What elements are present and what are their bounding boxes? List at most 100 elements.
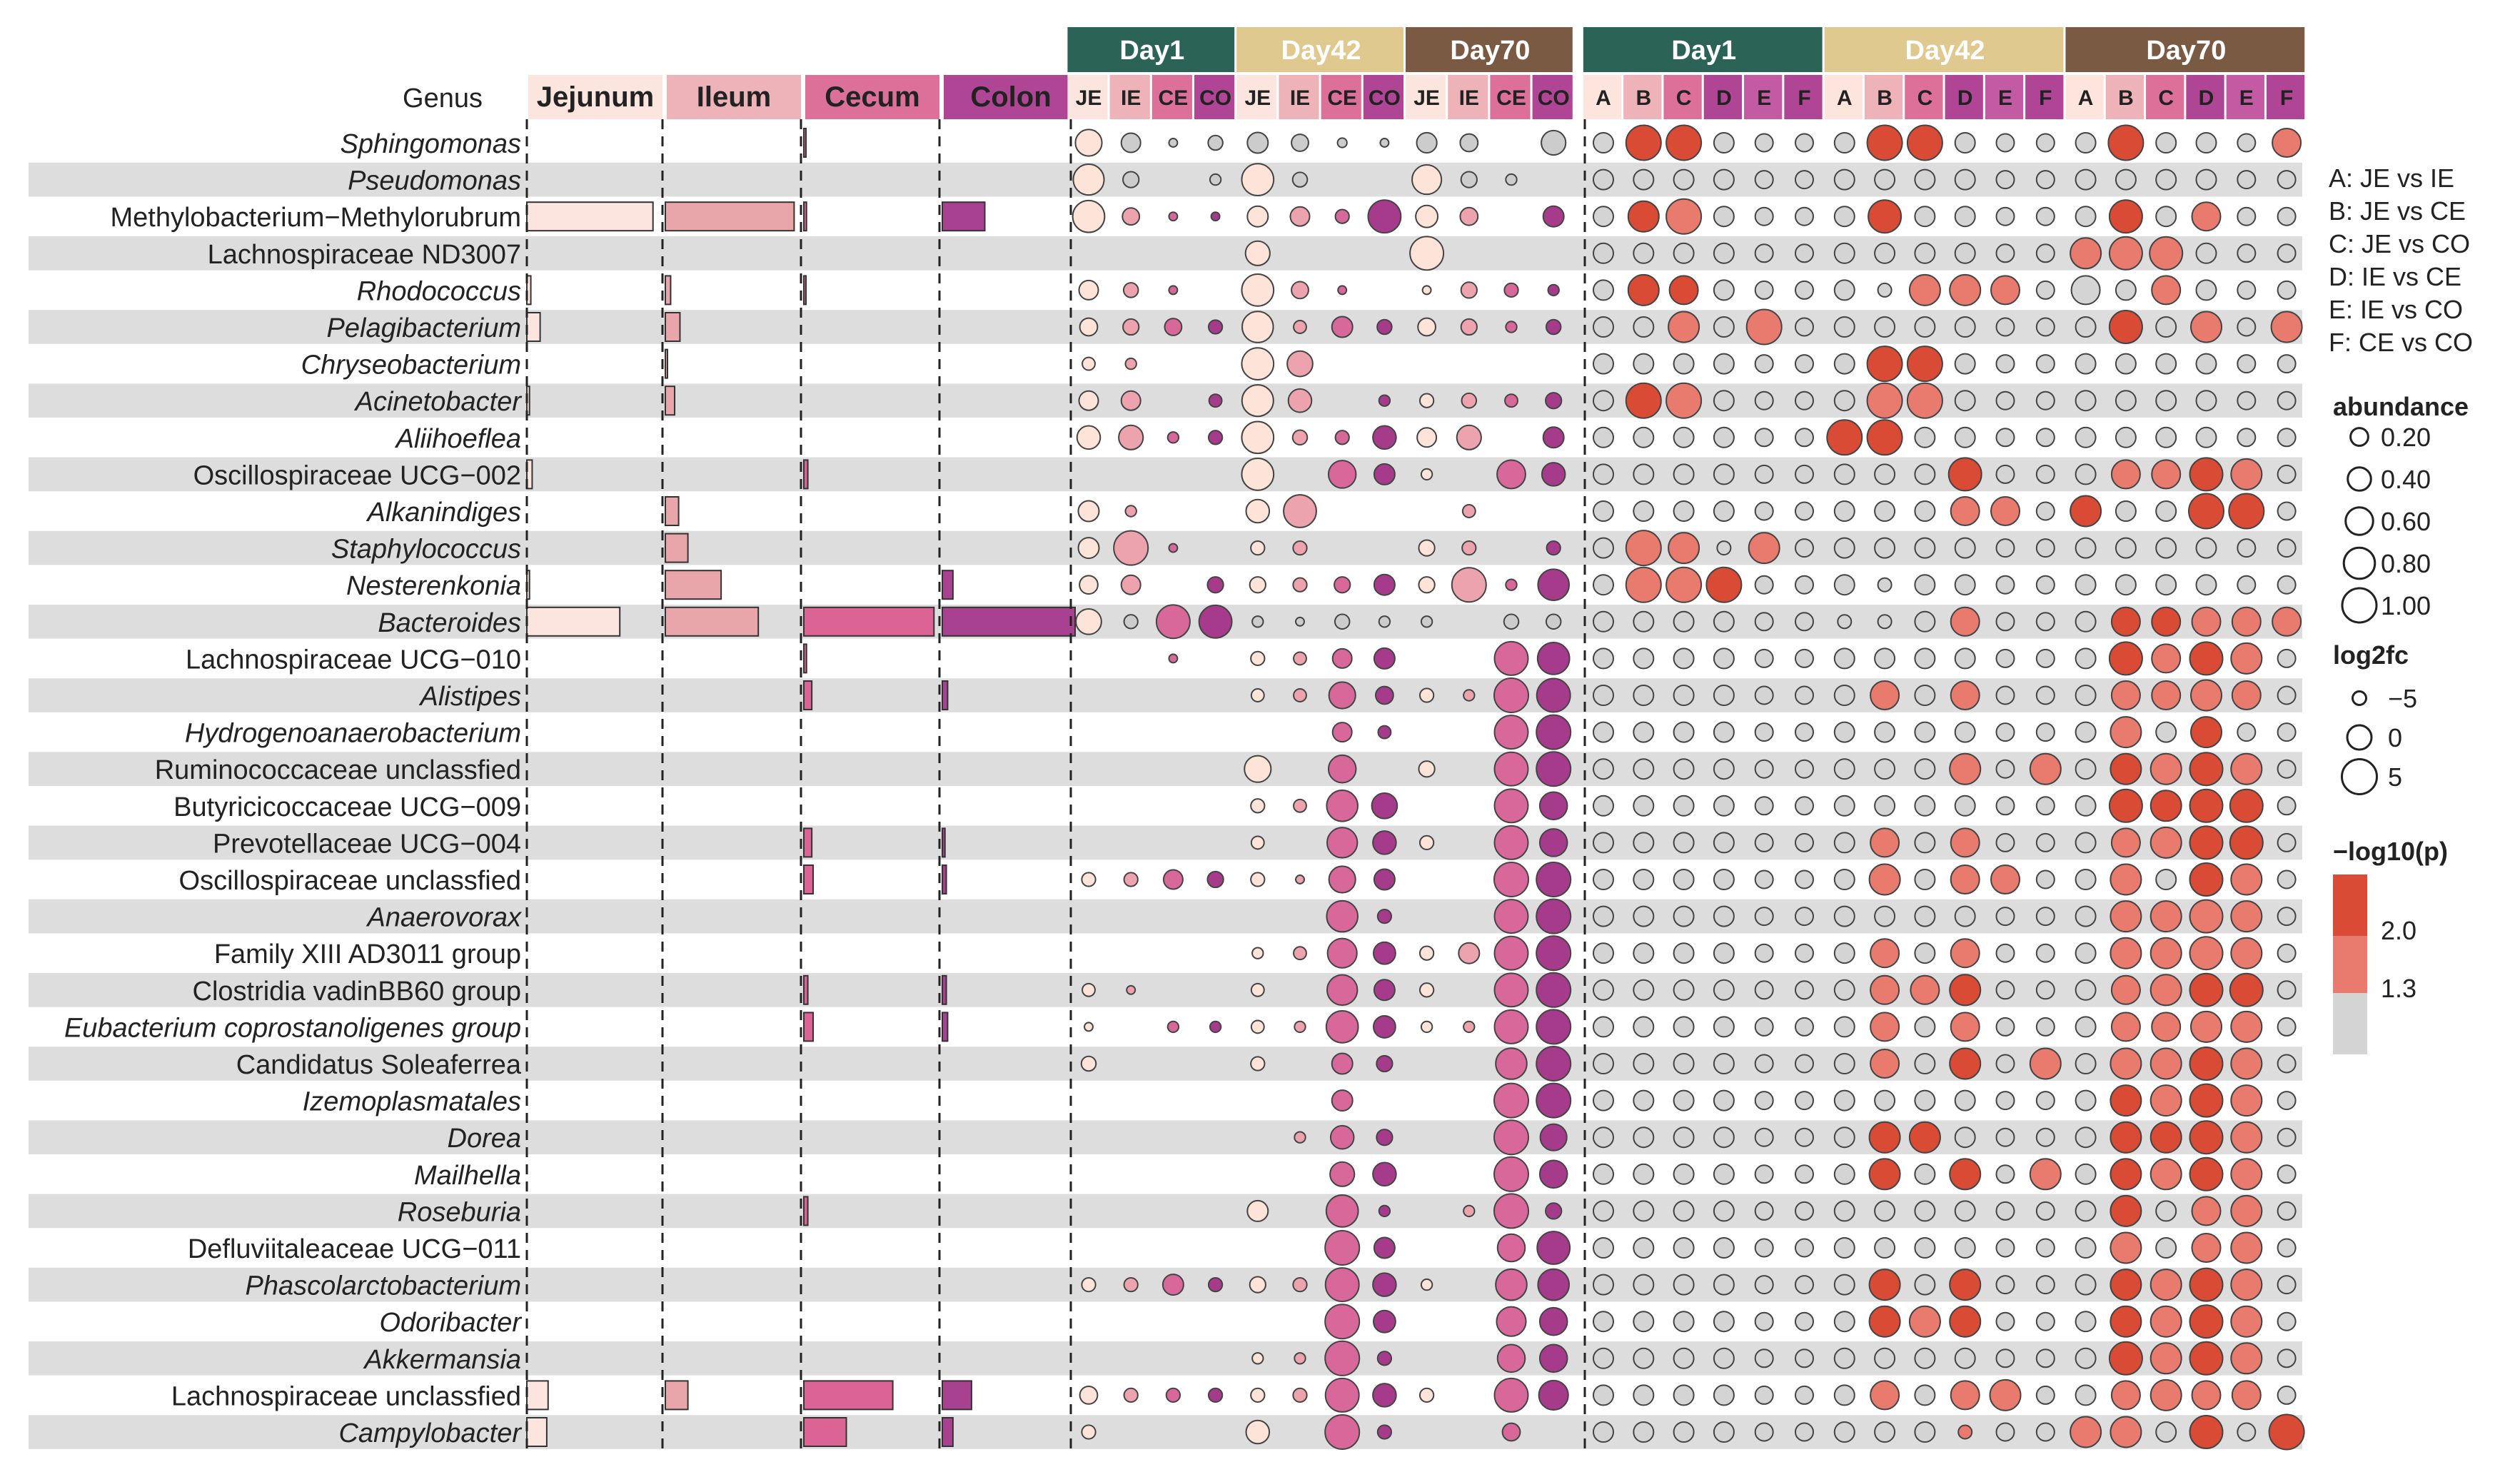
comparison-bubble: [2190, 1010, 2222, 1043]
comparison-bubble: [2151, 606, 2182, 637]
comparison-bubble: [1795, 1091, 1814, 1111]
comparison-bubble: [1673, 795, 1695, 817]
comparison-bubble: [1833, 647, 1855, 670]
comparison-bubble: [1995, 428, 2015, 448]
abundance-bubble: [1493, 899, 1529, 934]
comparison-bubble: [1713, 647, 1735, 670]
comparison-legend-item: B: JE vs CE: [2329, 196, 2466, 226]
comparison-bubble: [2230, 1269, 2263, 1301]
comparison-bubble: [1593, 1089, 1614, 1111]
abundance-bubble: [1460, 281, 1478, 299]
comparison-bubble: [1954, 1126, 1976, 1149]
comparison-bubble: [1673, 1384, 1695, 1406]
comparison-bubble: [1914, 1347, 1936, 1369]
comparison-bubble: [1713, 1089, 1735, 1111]
abundance-bubble: [1495, 1047, 1528, 1080]
comparison-bubble: [1954, 1089, 1976, 1111]
abundance-bubble: [1417, 317, 1436, 337]
comparison-bubble: [2035, 1201, 2055, 1221]
comparison-bubble: [1906, 382, 1943, 419]
comparison-bubble: [2107, 124, 2144, 161]
comparison-bubble: [1633, 685, 1655, 706]
abundance-bubble: [1080, 1055, 1097, 1072]
column-header-bg: [1067, 75, 1108, 119]
abundance-bubble: [1241, 273, 1275, 307]
abundance-bubble: [1207, 430, 1224, 445]
abundance-bubble: [1376, 318, 1393, 336]
abundance-bubble: [1251, 615, 1264, 628]
comparison-bubble: [2075, 168, 2097, 191]
genus-label: Alkanindiges: [366, 498, 521, 528]
abundance-bubble: [1123, 872, 1139, 887]
abundance-bubble: [1293, 320, 1307, 334]
abundance-bubble: [1418, 835, 1435, 851]
comparison-bubble: [1795, 907, 1814, 927]
abundance-bubble: [1249, 1276, 1266, 1294]
tissue-bar: [942, 570, 954, 600]
abundance-bubble: [1245, 1419, 1271, 1445]
tissue-header-label: Jejunum: [537, 81, 654, 113]
abundance-bubble: [1079, 575, 1099, 595]
comparison-bubble: [1833, 869, 1855, 890]
abundance-bubble: [1291, 133, 1309, 152]
genus-label: Bacteroides: [378, 608, 521, 638]
abundance-bubble: [1537, 568, 1570, 601]
abundance-bubble: [1206, 576, 1224, 594]
comparison-bubble: [2035, 1349, 2055, 1368]
abundance-bubble: [1378, 394, 1391, 407]
comparison-bubble: [2075, 316, 2097, 338]
comparison-bubble: [1713, 353, 1735, 375]
abundance-bubble: [1287, 388, 1313, 413]
abundance-bubble: [1372, 941, 1396, 965]
comparison-bubble: [1795, 206, 1814, 226]
genus-label: Mailhella: [414, 1161, 521, 1191]
comparison-bubble: [2035, 538, 2055, 558]
comparison-bubble: [2230, 1158, 2263, 1191]
comparison-bubble: [2035, 1311, 2055, 1331]
comparison-bubble: [1673, 685, 1695, 706]
comparison-bubble: [1995, 722, 2015, 742]
abundance-bubble: [1324, 1377, 1360, 1413]
comparison-bubble: [2149, 1378, 2182, 1411]
comparison-bubble: [1713, 905, 1735, 927]
comparison-bubble: [2110, 752, 2142, 785]
comparison-bubble: [2237, 170, 2257, 190]
abundance-bubble: [1416, 131, 1438, 154]
comparison-bubble: [2272, 606, 2302, 637]
comparison-bubble: [1754, 832, 1774, 852]
tissue-bar: [803, 643, 807, 674]
abundance-bubble: [1372, 1272, 1397, 1297]
comparison-bubble: [1633, 1311, 1655, 1333]
column-header-bg: [1583, 75, 1622, 119]
comparison-bubble: [2277, 832, 2297, 852]
comparison-bubble: [2075, 610, 2097, 632]
comparison-bubble: [2191, 1196, 2222, 1226]
genus-label: Sphingomonas: [340, 129, 521, 159]
abundance-bubble: [1077, 537, 1100, 560]
abundance-bubble: [1081, 1276, 1097, 1293]
comparison-bubble: [1870, 827, 1900, 858]
comparison-bubble: [1870, 938, 1900, 969]
comparison-bubble: [2277, 759, 2297, 779]
comparison-bubble: [2189, 825, 2224, 860]
comparison-bubble: [2237, 243, 2257, 263]
abundance-bubble: [1081, 1424, 1097, 1440]
abundance-bubble: [1538, 1344, 1568, 1373]
abundance-bubble: [1461, 504, 1476, 518]
comparison-bubble: [1633, 942, 1655, 964]
comparison-bubble: [1995, 796, 2015, 816]
comparison-bubble: [2035, 317, 2055, 337]
abundance-bubble: [1493, 1156, 1529, 1192]
abundance-bubble: [1329, 1124, 1355, 1150]
comparison-bubble: [2189, 457, 2224, 492]
abundance-bubble: [1329, 1161, 1356, 1187]
abundance-bubble: [1537, 1268, 1570, 1301]
comparison-bubble: [1713, 1384, 1735, 1406]
comparison-bubble: [2195, 353, 2217, 375]
comparison-bubble: [2035, 243, 2055, 263]
comparison-bubble: [1713, 390, 1735, 412]
column-header-label: F: [1798, 86, 1810, 110]
abundance-bubble: [1334, 430, 1350, 445]
comparison-bubble: [1593, 610, 1614, 632]
comparison-bubble: [2035, 170, 2055, 190]
